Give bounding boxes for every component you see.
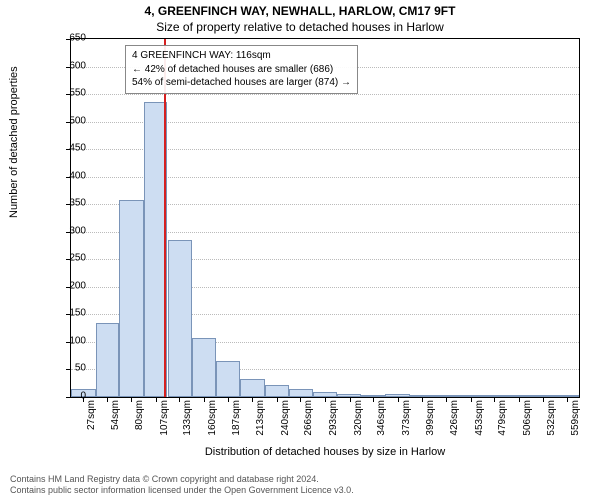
annotation-line-1: 4 GREENFINCH WAY: 116sqm	[132, 49, 351, 63]
x-tick-mark	[567, 397, 568, 402]
footer-attribution: Contains HM Land Registry data © Crown c…	[10, 474, 590, 497]
histogram-bar	[289, 389, 314, 397]
x-tick-mark	[204, 397, 205, 402]
x-tick-label: 160sqm	[207, 400, 218, 440]
x-tick-label: 426sqm	[449, 400, 460, 440]
chart-container: 4, GREENFINCH WAY, NEWHALL, HARLOW, CM17…	[0, 0, 600, 500]
x-tick-mark	[131, 397, 132, 402]
x-tick-label: 532sqm	[546, 400, 557, 440]
footer-line-1: Contains HM Land Registry data © Crown c…	[10, 474, 590, 485]
y-tick-label: 450	[46, 143, 86, 154]
x-tick-mark	[494, 397, 495, 402]
y-tick-label: 0	[46, 391, 86, 402]
y-axis-label: Number of detached properties	[8, 66, 20, 218]
x-tick-label: 293sqm	[328, 400, 339, 440]
x-tick-mark	[179, 397, 180, 402]
y-tick-label: 500	[46, 115, 86, 126]
y-tick-label: 200	[46, 280, 86, 291]
histogram-bar	[192, 338, 216, 397]
x-tick-mark	[373, 397, 374, 402]
y-tick-label: 50	[46, 363, 86, 374]
x-tick-mark	[107, 397, 108, 402]
y-tick-label: 400	[46, 170, 86, 181]
x-tick-label: 187sqm	[231, 400, 242, 440]
x-tick-mark	[398, 397, 399, 402]
x-tick-label: 479sqm	[497, 400, 508, 440]
x-tick-label: 320sqm	[353, 400, 364, 440]
y-tick-label: 650	[46, 33, 86, 44]
x-tick-label: 80sqm	[134, 400, 145, 440]
x-tick-mark	[228, 397, 229, 402]
annotation-line-2: ← 42% of detached houses are smaller (68…	[132, 63, 351, 77]
grid-line	[71, 94, 579, 95]
x-tick-mark	[325, 397, 326, 402]
y-tick-label: 250	[46, 253, 86, 264]
histogram-bar	[168, 240, 193, 397]
x-tick-mark	[156, 397, 157, 402]
x-tick-label: 506sqm	[522, 400, 533, 440]
x-tick-label: 213sqm	[255, 400, 266, 440]
y-tick-label: 300	[46, 225, 86, 236]
x-tick-label: 346sqm	[376, 400, 387, 440]
x-tick-mark	[543, 397, 544, 402]
x-tick-mark	[422, 397, 423, 402]
y-tick-label: 100	[46, 335, 86, 346]
plot-area: 4 GREENFINCH WAY: 116sqm ← 42% of detach…	[70, 38, 580, 398]
x-tick-mark	[350, 397, 351, 402]
x-tick-mark	[277, 397, 278, 402]
y-tick-label: 150	[46, 308, 86, 319]
x-tick-label: 373sqm	[401, 400, 412, 440]
histogram-bar	[96, 323, 120, 397]
x-tick-mark	[519, 397, 520, 402]
x-tick-label: 240sqm	[280, 400, 291, 440]
y-tick-label: 550	[46, 88, 86, 99]
x-axis-label: Distribution of detached houses by size …	[70, 446, 580, 458]
footer-line-2: Contains public sector information licen…	[10, 485, 590, 496]
x-tick-mark	[446, 397, 447, 402]
x-tick-mark	[252, 397, 253, 402]
chart-subtitle: Size of property relative to detached ho…	[0, 20, 600, 34]
histogram-bar	[265, 385, 289, 397]
x-tick-label: 54sqm	[110, 400, 121, 440]
histogram-bar	[216, 361, 241, 397]
x-tick-mark	[300, 397, 301, 402]
y-tick-label: 350	[46, 198, 86, 209]
chart-title: 4, GREENFINCH WAY, NEWHALL, HARLOW, CM17…	[0, 4, 600, 18]
x-tick-label: 27sqm	[86, 400, 97, 440]
histogram-bar	[240, 379, 265, 397]
x-tick-label: 559sqm	[570, 400, 581, 440]
x-tick-label: 107sqm	[159, 400, 170, 440]
x-tick-label: 453sqm	[474, 400, 485, 440]
x-tick-mark	[471, 397, 472, 402]
x-tick-label: 133sqm	[182, 400, 193, 440]
annotation-line-3: 54% of semi-detached houses are larger (…	[132, 76, 351, 90]
annotation-box: 4 GREENFINCH WAY: 116sqm ← 42% of detach…	[125, 45, 358, 94]
x-tick-label: 266sqm	[303, 400, 314, 440]
x-tick-label: 399sqm	[425, 400, 436, 440]
histogram-bar	[119, 200, 144, 397]
y-tick-label: 600	[46, 60, 86, 71]
